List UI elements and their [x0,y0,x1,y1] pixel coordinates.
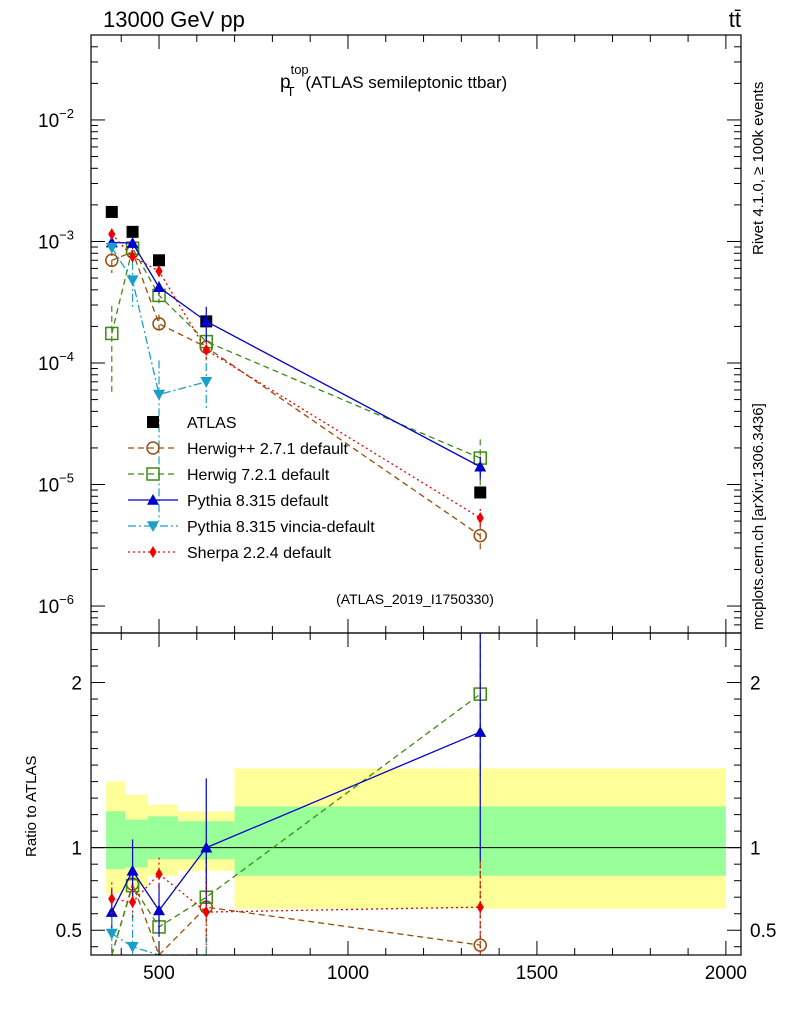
data-point [108,228,116,241]
legend-label: Herwig 7.2.1 default [187,467,330,484]
y-tick-label: 10−5 [38,471,74,497]
data-point [126,225,139,238]
legend-label: Pythia 8.315 default [187,493,329,510]
legend-marker [147,416,159,428]
data-point [152,317,166,331]
ratio-point [202,906,210,919]
energy-label: 13000 GeV pp [103,7,245,32]
data-point [105,242,118,254]
process-label: tt̄ [729,7,741,32]
data-point [473,528,487,543]
y-tick-label: 10−4 [38,349,74,375]
ratio-point [126,864,139,876]
legend: ATLAS Herwig++ 2.7.1 default Herwig 7.2.1 … [128,415,375,562]
ratio-y-tick-label-right: 1 [750,839,761,860]
ratio-band-green [125,819,148,868]
legend-marker [147,494,159,505]
plot-title-rest: (ATLAS semileptonic ttbar) [301,73,508,92]
ratio-point [200,841,213,853]
axes-layer: 500 1000 1500 2000 10−6 10−5 10−4 10−3 10−2 0.5 0.… [38,34,776,984]
ratio-band-green [147,816,178,860]
data-point [202,343,210,356]
plot-title-sub: T [287,84,295,99]
series-line [111,246,481,459]
y-tick-label: 10−2 [38,106,74,132]
ratio-y-tick-label-left: 2 [71,674,82,695]
series-line [111,241,481,468]
top-panel-frame [90,34,742,634]
ratio-point [108,892,116,905]
series-line [111,251,481,537]
ratio-series-3 [105,633,487,937]
rivet-label: Rivet 4.1.0, ≥ 100k events [750,82,767,255]
ratio-point [474,726,487,737]
ratio-point [126,941,139,953]
legend-label: Pythia 8.315 vincia-default [187,519,375,536]
series-line [111,247,207,396]
ratio-point [105,906,118,917]
data-point [105,326,119,341]
legend-item-0: ATLAS [147,415,237,432]
ratio-axis-label: Ratio to ATLAS [23,756,40,857]
legend-label: Herwig++ 2.7.1 default [187,441,349,458]
x-tick-label: 2000 [705,963,747,984]
legend-marker [146,441,160,455]
legend-label: Sherpa 2.2.4 default [187,545,332,562]
ratio-y-tick-label-left: 1 [71,839,82,860]
ratio-point [155,868,163,881]
legend-marker [146,467,160,481]
ratio-point [153,904,166,916]
legend-marker [147,521,159,532]
data-point [476,512,484,525]
data-point [200,315,213,327]
legend-item-1: Herwig++ 2.7.1 default [128,441,349,458]
data-point [474,486,487,499]
data-point [105,205,118,218]
data-point [153,389,166,401]
ratio-series-5 [108,857,484,954]
ratio-panel-frame [90,632,742,956]
plot-title: ptop T (ATLAS semileptonic ttbar) [280,62,507,99]
legend-item-5: Sherpa 2.2.4 default [128,545,332,562]
data-point [126,237,139,248]
ratio-bands [91,768,741,909]
ratio-line [111,873,481,913]
data-point [474,460,487,472]
legend-item-3: Pythia 8.315 default [128,493,329,510]
legend-marker [149,546,157,558]
data-point [153,281,166,293]
legend-item-4: Pythia 8.315 vincia-default [128,519,375,536]
y-tick-label: 10−6 [38,592,74,618]
ratio-point [128,896,137,909]
x-tick-label: 1500 [516,963,558,984]
data-point [126,275,139,287]
ratio-y-tick-label-right: 0.5 [750,921,776,942]
data-point [105,253,119,268]
plot-layer [105,205,487,957]
y-tick-label: 10−3 [38,227,74,253]
data-point [128,250,137,263]
plot-title-sup: top [291,62,309,77]
series-4 [105,241,213,522]
x-tick-label: 500 [143,963,175,984]
analysis-id: (ATLAS_2019_I1750330) [336,591,494,607]
legend-label: ATLAS [187,415,237,432]
ratio-band-green [106,811,126,870]
x-tick-label: 1000 [327,963,369,984]
ratio-point [105,928,118,940]
legend-item-2: Herwig 7.2.1 default [128,467,330,484]
ratio-y-tick-label-left: 0.5 [56,921,82,942]
data-point [153,254,166,267]
ratio-point [476,901,484,914]
plot-title-main: p [280,72,291,93]
data-point [200,377,213,388]
mcplots-label: mcplots.cern.ch [arXiv:1306.3436] [750,403,767,630]
series-5 [108,228,484,530]
ratio-y-tick-label-right: 2 [750,674,761,695]
data-point [155,265,163,278]
